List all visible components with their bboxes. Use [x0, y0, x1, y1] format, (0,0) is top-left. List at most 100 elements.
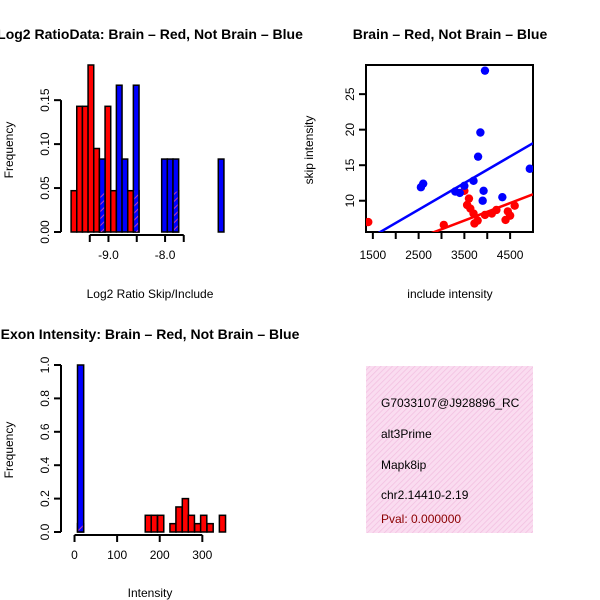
- red-bar-2: [81, 105, 89, 233]
- brain-fit-line: [430, 193, 533, 232]
- not-brain-point-5: [469, 176, 478, 186]
- brain-point-14: [505, 211, 515, 220]
- y-tick-label-2: 20: [343, 123, 357, 137]
- not-brain-point-11: [498, 192, 507, 202]
- red-bar-4: [92, 147, 101, 233]
- not-brain-point-3: [455, 188, 464, 198]
- exon-histogram-title: Exon Intensity: Brain – Red, Not Brain –…: [1, 326, 300, 342]
- scatter-y-axis: 10 15 20 25: [343, 87, 366, 207]
- overlap-bar-9: [134, 191, 139, 232]
- y-tick-label-0: 0.0: [38, 523, 52, 540]
- not-brain-point-8: [478, 196, 487, 205]
- not-brain-point-4: [460, 181, 469, 191]
- red-bar-5: [175, 506, 183, 533]
- y-tick-label-5: 1.0: [38, 356, 52, 373]
- brain-point-0: [366, 217, 373, 227]
- y-tick-label-0: 0.00: [38, 220, 52, 244]
- x-tick-label-2: 200: [150, 548, 170, 562]
- gene-name-text: Mapk8ip: [381, 458, 427, 472]
- y-tick-label-1: 15: [343, 158, 357, 172]
- brain-point-15: [510, 201, 519, 210]
- brain-point-3: [464, 194, 474, 203]
- y-tick-label-0: 10: [343, 194, 357, 208]
- red-bar-0: [70, 189, 78, 233]
- ratio-histogram-bars: [70, 64, 225, 233]
- exon-histogram-y-axis: 0.0 0.2 0.4 0.6 0.8 1.0: [38, 356, 62, 540]
- x-tick-label-4: 3500: [451, 248, 478, 262]
- ratio-histogram-ylabel: Frequency: [2, 122, 16, 179]
- ratio-histogram-y-axis: 0.00 0.05 0.10 0.15: [38, 88, 62, 244]
- red-bar-11: [218, 514, 227, 533]
- not-brain-point-10: [479, 186, 488, 195]
- x-tick-label-6: 4500: [497, 248, 524, 262]
- x-tick-label-0: -9.0: [98, 248, 119, 262]
- overlap-bar-0: [78, 524, 83, 532]
- x-tick-label-3: 300: [192, 548, 212, 562]
- red-bar-9: [199, 514, 208, 533]
- blue-bar-0: [76, 364, 85, 533]
- info-panel: G7033107@J928896_RC alt3Prime Mapk8ip ch…: [366, 366, 533, 533]
- blue-bar-2: [121, 158, 129, 233]
- ratio-histogram-panel: Log2 RatioData: Brain – Red, Not Brain –…: [0, 26, 303, 301]
- scatter-xlabel: include intensity: [407, 287, 492, 301]
- red-bar-8: [126, 189, 135, 233]
- ratio-histogram-x-axis: -9.0 -8.0: [88, 234, 185, 262]
- overlap-bar-10: [173, 191, 178, 232]
- y-tick-label-2: 0.10: [38, 132, 52, 156]
- y-tick-label-1: 0.05: [38, 176, 52, 200]
- ratio-histogram-xlabel: Log2 Ratio Skip/Include: [87, 287, 214, 301]
- scatter-ylabel: skip intensity: [302, 116, 316, 185]
- x-tick-label-0: 1500: [360, 248, 387, 262]
- x-tick-label-1: 100: [107, 548, 127, 562]
- brain-point-1: [439, 220, 448, 230]
- y-tick-label-2: 0.4: [38, 457, 52, 474]
- y-tick-label-3: 0.15: [38, 88, 52, 112]
- brain-point-9: [480, 210, 490, 220]
- scatter-points: [366, 66, 533, 230]
- not-brain-point-1: [418, 179, 428, 188]
- scatter-x-axis: 1500 2500 3500 4500: [360, 232, 524, 262]
- red-bar-10: [206, 522, 214, 533]
- red-bar-2: [150, 514, 159, 533]
- red-bar-7: [109, 189, 118, 233]
- blue-bar-5: [166, 158, 174, 233]
- blue-bar-1: [115, 84, 123, 233]
- not-brain-point-7: [476, 128, 485, 137]
- exon-histogram-xlabel: Intensity: [128, 586, 173, 600]
- overlap-bar-5: [100, 191, 105, 232]
- blue-bar-7: [217, 158, 225, 233]
- y-tick-label-3: 0.6: [38, 423, 52, 440]
- exon-histogram-ylabel: Frequency: [2, 422, 16, 479]
- not-brain-point-12: [525, 164, 533, 173]
- scatter-title: Brain – Red, Not Brain – Blue: [353, 26, 548, 42]
- red-bar-6: [104, 105, 112, 233]
- event-type-text: alt3Prime: [381, 427, 432, 441]
- brain-point-6: [469, 209, 478, 218]
- y-tick-label-4: 0.8: [38, 390, 52, 407]
- pval-text: Pval: 0.000000: [381, 512, 461, 526]
- exon-histogram-bars: [76, 364, 227, 533]
- blue-bar-4: [160, 158, 169, 233]
- red-bar-7: [187, 514, 196, 533]
- not-brain-point-6: [473, 152, 483, 161]
- location-text: chr2.14410-2.19: [381, 488, 469, 502]
- y-tick-label-3: 25: [343, 87, 357, 101]
- ratio-histogram-title: Log2 RatioData: Brain – Red, Not Brain –…: [0, 26, 303, 42]
- x-tick-label-1: -8.0: [155, 248, 176, 262]
- brain-point-11: [492, 205, 501, 215]
- x-tick-label-2: 2500: [405, 248, 432, 262]
- scatter-plot-box: [365, 64, 534, 233]
- red-bar-1: [76, 105, 84, 233]
- y-tick-label-1: 0.2: [38, 490, 52, 507]
- red-bar-3: [156, 514, 165, 533]
- probe-id-text: G7033107@J928896_RC: [381, 396, 520, 410]
- x-tick-label-0: 0: [71, 548, 78, 562]
- intensity-scatter-panel: Brain – Red, Not Brain – Blue 1500 2500 35…: [302, 26, 547, 301]
- brain-point-8: [473, 216, 482, 225]
- exon-intensity-histogram-panel: Exon Intensity: Brain – Red, Not Brain –…: [1, 326, 300, 600]
- exon-histogram-x-axis: 0 100 200 300: [71, 534, 213, 562]
- info-panel-background: [366, 366, 533, 533]
- red-bar-3: [87, 64, 95, 233]
- not-brain-point-9: [480, 66, 490, 75]
